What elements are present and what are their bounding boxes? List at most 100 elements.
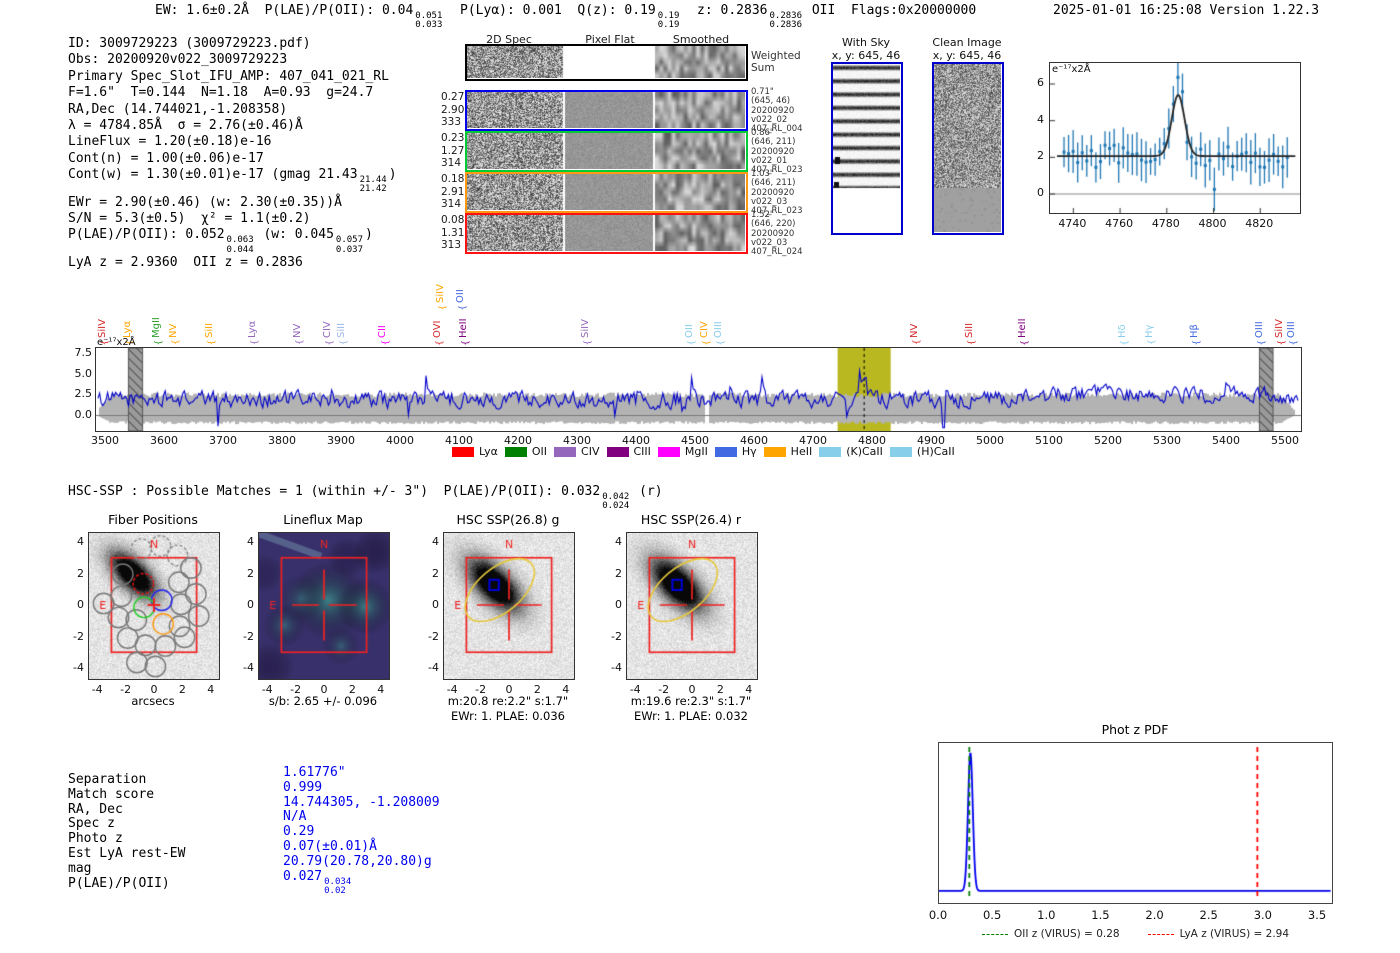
match-table-labels: Separation Match score RA, Dec Spec z Photo … (68, 772, 185, 891)
legend-label: (H)CaII (916, 445, 955, 458)
cutout-ytick: -4 (73, 661, 84, 674)
spec2d-row-image (467, 174, 745, 210)
match-row-label: RA, Dec (68, 801, 123, 817)
spectrum-ytick: 0.0 (74, 407, 93, 421)
cutout-xtick: -2 (290, 683, 302, 696)
photz-xtick: 1.0 (1037, 908, 1056, 922)
cutout-xtick: 4 (377, 683, 385, 696)
cutout-xtick: -4 (91, 683, 103, 696)
text-segment: EW: 1.6±0.2Å P(LAE)/P(OII): 0.04 (155, 3, 414, 18)
emission-line-label: MgII} (150, 317, 163, 346)
emission-line-label: OIII} (1254, 321, 1266, 346)
spectrum-xtick: 4700 (799, 434, 827, 447)
cutout-title: HSC SSP(26.8) g (456, 512, 560, 527)
text-segment: Obs: 20200920v022_3009729223 (68, 52, 288, 68)
info-line: LyA z = 2.9360 OII z = 0.2836 (68, 255, 397, 271)
text-segment: RA,Dec (14.744021,-1.208358) (68, 101, 288, 117)
spec2d-row-image (467, 215, 745, 251)
text-segment: ) (365, 227, 373, 243)
spectrum-xtick: 5300 (1153, 434, 1181, 447)
info-line: λ = 4784.85Å σ = 2.76(±0.46)Å (68, 118, 397, 134)
legend-swatch-icon (504, 446, 527, 457)
emission-line-label: CII} (377, 325, 389, 346)
spectrum-unit-label: e⁻¹⁷x2Å (97, 337, 136, 348)
spectrum-plot (95, 347, 1302, 432)
legend-item: (K)CaII (819, 445, 883, 458)
inset-xtick: 4820 (1245, 217, 1274, 230)
cutout-xtick: 0 (688, 683, 696, 696)
spectrum-xtick: 4300 (563, 434, 591, 447)
spec2d-row (465, 90, 748, 131)
cutout-ytick: 2 (77, 566, 84, 580)
match-row-value: 0.999 (283, 780, 440, 796)
text-segment: Primary Spec_Slot_IFU_AMP: 407_041_021_R… (68, 68, 389, 84)
text-segment: HSC-SSP : Possible Matches = 1 (within +… (68, 484, 601, 499)
match-row-label: P(LAE)/P(OII) (68, 875, 170, 891)
spec2d-row-image (467, 92, 745, 128)
header-timestamp-version: 2025-01-01 16:25:08 Version 1.22.3 (1053, 3, 1320, 18)
emission-line-label: CIV} (699, 321, 711, 346)
cutout-image (89, 533, 219, 679)
with-sky-title: With Sky x, y: 645, 46 (831, 36, 901, 62)
legend-swatch-icon (452, 446, 474, 457)
cutout-ytick: -2 (243, 629, 254, 643)
photz-xtick: 3.0 (1253, 908, 1273, 922)
cutout-ytick: -2 (73, 629, 84, 643)
legend-swatch-icon (554, 446, 577, 457)
info-line: F=1.6" T=0.144 N=1.18 A=0.93 g=24.7 (68, 85, 397, 101)
match-row-label: mag (68, 860, 92, 876)
photz-legend-oii: OII z (VIRUS) = 0.28 (981, 928, 1120, 940)
legend-swatch-icon (714, 446, 737, 457)
spec2d-row-left-stats: 0.23 1.27 314 (441, 132, 465, 169)
cutout-ytick: 4 (247, 535, 254, 548)
cutout-xtick: 0 (505, 683, 513, 696)
info-line: ID: 3009729223 (3009729223.pdf) (68, 36, 397, 52)
spec2d-row-right-meta: 1.52" (646, 220) 20200920 v022_03 407_RL_024 (751, 210, 803, 258)
text-segment: F=1.6" T=0.144 N=1.18 A=0.93 g=24.7 (68, 85, 374, 101)
with-sky-panel (831, 62, 903, 235)
stacked-fraction: 0.19 0.19 (657, 11, 680, 31)
match-row-label: Separation (68, 772, 147, 787)
spec2d-row (465, 213, 748, 254)
info-line: EWr = 2.90(±0.46) (w: 2.30(±0.35))Å (68, 195, 397, 211)
text-segment: OII Flags:0x20000000 (804, 3, 977, 18)
spectrum-xtick: 4600 (740, 434, 768, 447)
spectrum-xtick: 4200 (504, 434, 532, 447)
cutout-ytick: 4 (615, 535, 622, 548)
inset-ytick: 2 (1037, 149, 1044, 163)
cutout-xlabel: m:19.6 re:2.3" s:1.7" (630, 694, 752, 708)
legend-swatch-icon (606, 446, 629, 457)
spectrum-xtick: 3600 (150, 434, 178, 447)
text-segment: Cont(w) = 1.30(±0.01)e-17 (gmag 21.43 (68, 167, 358, 183)
emission-line-label: SiIV} (579, 319, 592, 346)
col-header-2dspec: 2D Spec (486, 33, 532, 46)
emission-line-label: OIII} (713, 321, 725, 346)
cutout-xlabel: s/b: 2.65 +/- 0.096 (268, 694, 378, 708)
cutout-ytick: 0 (432, 598, 439, 611)
text-segment: N/A (283, 809, 307, 825)
inset-ytick: 4 (1037, 112, 1044, 126)
emission-line-label: OIII} (1286, 321, 1298, 346)
spectrum-legend: Lyα OII CIV CIII MgII Hγ HeII (K)CaII (H)CaII (452, 445, 955, 458)
inset-xtick: 4740 (1058, 217, 1087, 230)
cutout-xtick: -4 (261, 683, 273, 696)
legend-label: HeII (790, 445, 813, 458)
photz-plot (938, 742, 1333, 904)
spectrum-xtick: 5200 (1094, 434, 1122, 447)
cutout-plot (88, 532, 220, 680)
cutout-xtick: 0 (320, 683, 328, 696)
cutout-ytick: 4 (432, 535, 439, 548)
emission-line-label: NV} (909, 323, 921, 346)
spectrum-xtick: 4800 (858, 434, 886, 447)
spectrum-xtick: 3900 (327, 434, 355, 447)
legend-label: (K)CaII (846, 445, 883, 458)
spectrum-xtick: 3700 (209, 434, 237, 447)
cutout-ytick: 2 (432, 566, 439, 580)
match-table-values: 1.61776" 0.999 14.744305, -1.208009 N/A 0.29… (283, 765, 440, 896)
match-row-value: 14.744305, -1.208009 (283, 795, 440, 811)
text-segment: (r) (631, 484, 663, 499)
text-segment: ) (388, 167, 397, 183)
cutout-xtick: -2 (658, 683, 670, 696)
spectrum-xtick: 3800 (268, 434, 296, 447)
oii-dash-icon (981, 933, 1008, 935)
